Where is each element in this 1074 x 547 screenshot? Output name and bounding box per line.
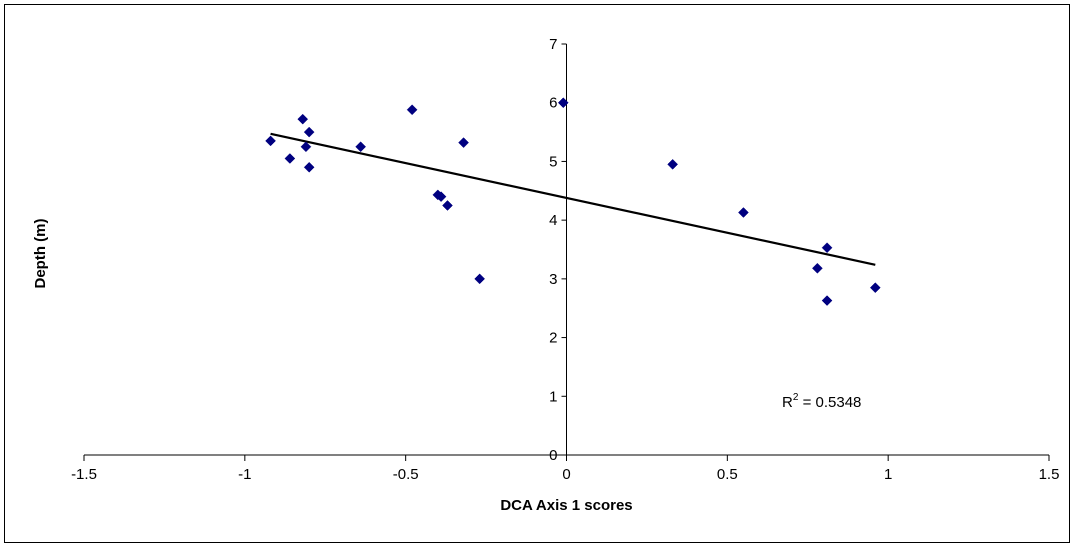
- data-point: [265, 135, 276, 147]
- x-axis-title: DCA Axis 1 scores: [500, 497, 632, 514]
- data-point: [458, 137, 469, 148]
- y-tick-label: 3: [549, 271, 557, 288]
- r-label: R: [782, 394, 793, 411]
- data-point: [355, 141, 366, 153]
- data-point: [442, 200, 453, 211]
- data-point: [474, 273, 486, 285]
- y-tick-label: 4: [549, 212, 557, 229]
- trendline: [270, 132, 876, 266]
- data-point: [435, 191, 447, 203]
- y-tick-label: 6: [549, 95, 557, 112]
- r-squared-annotation: R2 = 0.5348: [782, 392, 861, 411]
- data-points: [265, 97, 881, 306]
- r-value: = 0.5348: [798, 394, 861, 411]
- data-point: [738, 207, 749, 218]
- scatter-chart: -1.5 -1 -0.5 0 0.5 1 1.5 0 1 2 3 4 5 6 7 DCA Axis 1 sc…: [32, 36, 1059, 514]
- tick-labels: -1.5 -1 -0.5 0 0.5 1 1.5 0 1 2 3 4 5 6 7: [71, 36, 1059, 483]
- data-point: [406, 104, 418, 116]
- data-point: [284, 153, 296, 164]
- axes: [83, 43, 1050, 461]
- y-tick-label: 5: [549, 153, 557, 170]
- x-tick-label: 0: [562, 466, 570, 483]
- x-tick-label: -1: [238, 466, 251, 483]
- y-tick-label: 2: [549, 330, 557, 347]
- y-axis-title: Depth (m): [32, 219, 49, 289]
- y-tick-label: 1: [549, 388, 557, 405]
- data-point: [821, 295, 833, 306]
- x-tick-label: -0.5: [393, 466, 419, 483]
- data-point: [303, 161, 315, 173]
- x-tick-label: 1.5: [1039, 466, 1060, 483]
- x-tick-label: -1.5: [71, 466, 97, 483]
- x-tick-label: 1: [884, 466, 892, 483]
- trendline-group: [270, 132, 876, 266]
- r-superscript: 2: [793, 392, 799, 403]
- data-point: [303, 126, 315, 138]
- chart-frame: -1.5 -1 -0.5 0 0.5 1 1.5 0 1 2 3 4 5 6 7 DCA Axis 1 sc…: [4, 4, 1070, 543]
- data-point: [300, 141, 312, 153]
- data-point: [557, 97, 569, 109]
- y-tick-label: 0: [549, 447, 557, 464]
- y-tick-label: 7: [549, 36, 557, 53]
- data-point: [812, 262, 823, 274]
- data-point: [297, 113, 309, 125]
- data-point: [667, 159, 679, 170]
- data-point: [821, 242, 833, 254]
- x-tick-label: 0.5: [717, 466, 738, 483]
- data-point: [869, 282, 881, 294]
